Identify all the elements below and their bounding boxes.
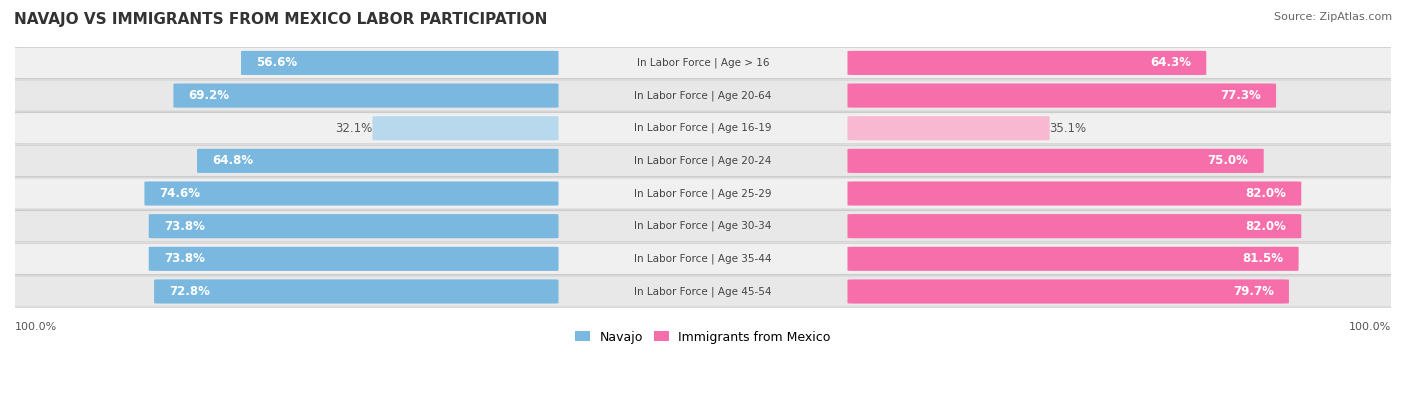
Text: 82.0%: 82.0% xyxy=(1246,187,1286,200)
Text: 100.0%: 100.0% xyxy=(15,322,58,331)
FancyBboxPatch shape xyxy=(8,80,1398,111)
Text: 64.8%: 64.8% xyxy=(212,154,253,167)
FancyBboxPatch shape xyxy=(197,149,558,173)
FancyBboxPatch shape xyxy=(8,211,1398,242)
Text: 100.0%: 100.0% xyxy=(1348,322,1391,331)
Text: In Labor Force | Age > 16: In Labor Force | Age > 16 xyxy=(637,58,769,68)
Text: 81.5%: 81.5% xyxy=(1243,252,1284,265)
Text: 72.8%: 72.8% xyxy=(169,285,209,298)
FancyBboxPatch shape xyxy=(173,83,558,108)
FancyBboxPatch shape xyxy=(373,116,558,140)
Text: 56.6%: 56.6% xyxy=(256,56,297,70)
FancyBboxPatch shape xyxy=(848,116,1050,140)
Text: In Labor Force | Age 30-34: In Labor Force | Age 30-34 xyxy=(634,221,772,231)
Text: Source: ZipAtlas.com: Source: ZipAtlas.com xyxy=(1274,12,1392,22)
FancyBboxPatch shape xyxy=(848,247,1299,271)
FancyBboxPatch shape xyxy=(145,181,558,206)
FancyBboxPatch shape xyxy=(848,83,1277,108)
Text: In Labor Force | Age 25-29: In Labor Force | Age 25-29 xyxy=(634,188,772,199)
Text: 64.3%: 64.3% xyxy=(1150,56,1191,70)
Text: 77.3%: 77.3% xyxy=(1220,89,1261,102)
Text: In Labor Force | Age 45-54: In Labor Force | Age 45-54 xyxy=(634,286,772,297)
Text: 32.1%: 32.1% xyxy=(335,122,373,135)
FancyBboxPatch shape xyxy=(848,214,1302,238)
Text: In Labor Force | Age 16-19: In Labor Force | Age 16-19 xyxy=(634,123,772,134)
FancyBboxPatch shape xyxy=(8,276,1398,307)
FancyBboxPatch shape xyxy=(848,149,1264,173)
FancyBboxPatch shape xyxy=(149,247,558,271)
FancyBboxPatch shape xyxy=(8,178,1398,209)
FancyBboxPatch shape xyxy=(848,51,1206,75)
FancyBboxPatch shape xyxy=(8,47,1398,79)
Text: NAVAJO VS IMMIGRANTS FROM MEXICO LABOR PARTICIPATION: NAVAJO VS IMMIGRANTS FROM MEXICO LABOR P… xyxy=(14,12,547,27)
FancyBboxPatch shape xyxy=(8,113,1398,144)
Text: In Labor Force | Age 20-64: In Labor Force | Age 20-64 xyxy=(634,90,772,101)
Legend: Navajo, Immigrants from Mexico: Navajo, Immigrants from Mexico xyxy=(569,325,837,348)
Text: 75.0%: 75.0% xyxy=(1208,154,1249,167)
FancyBboxPatch shape xyxy=(155,279,558,304)
Text: 74.6%: 74.6% xyxy=(159,187,201,200)
Text: 73.8%: 73.8% xyxy=(165,220,205,233)
Text: 35.1%: 35.1% xyxy=(1050,122,1087,135)
FancyBboxPatch shape xyxy=(848,279,1289,304)
Text: In Labor Force | Age 35-44: In Labor Force | Age 35-44 xyxy=(634,254,772,264)
FancyBboxPatch shape xyxy=(8,145,1398,177)
Text: 69.2%: 69.2% xyxy=(188,89,229,102)
FancyBboxPatch shape xyxy=(8,243,1398,275)
FancyBboxPatch shape xyxy=(848,181,1302,206)
FancyBboxPatch shape xyxy=(149,214,558,238)
Text: 79.7%: 79.7% xyxy=(1233,285,1274,298)
FancyBboxPatch shape xyxy=(240,51,558,75)
Text: In Labor Force | Age 20-24: In Labor Force | Age 20-24 xyxy=(634,156,772,166)
Text: 82.0%: 82.0% xyxy=(1246,220,1286,233)
Text: 73.8%: 73.8% xyxy=(165,252,205,265)
